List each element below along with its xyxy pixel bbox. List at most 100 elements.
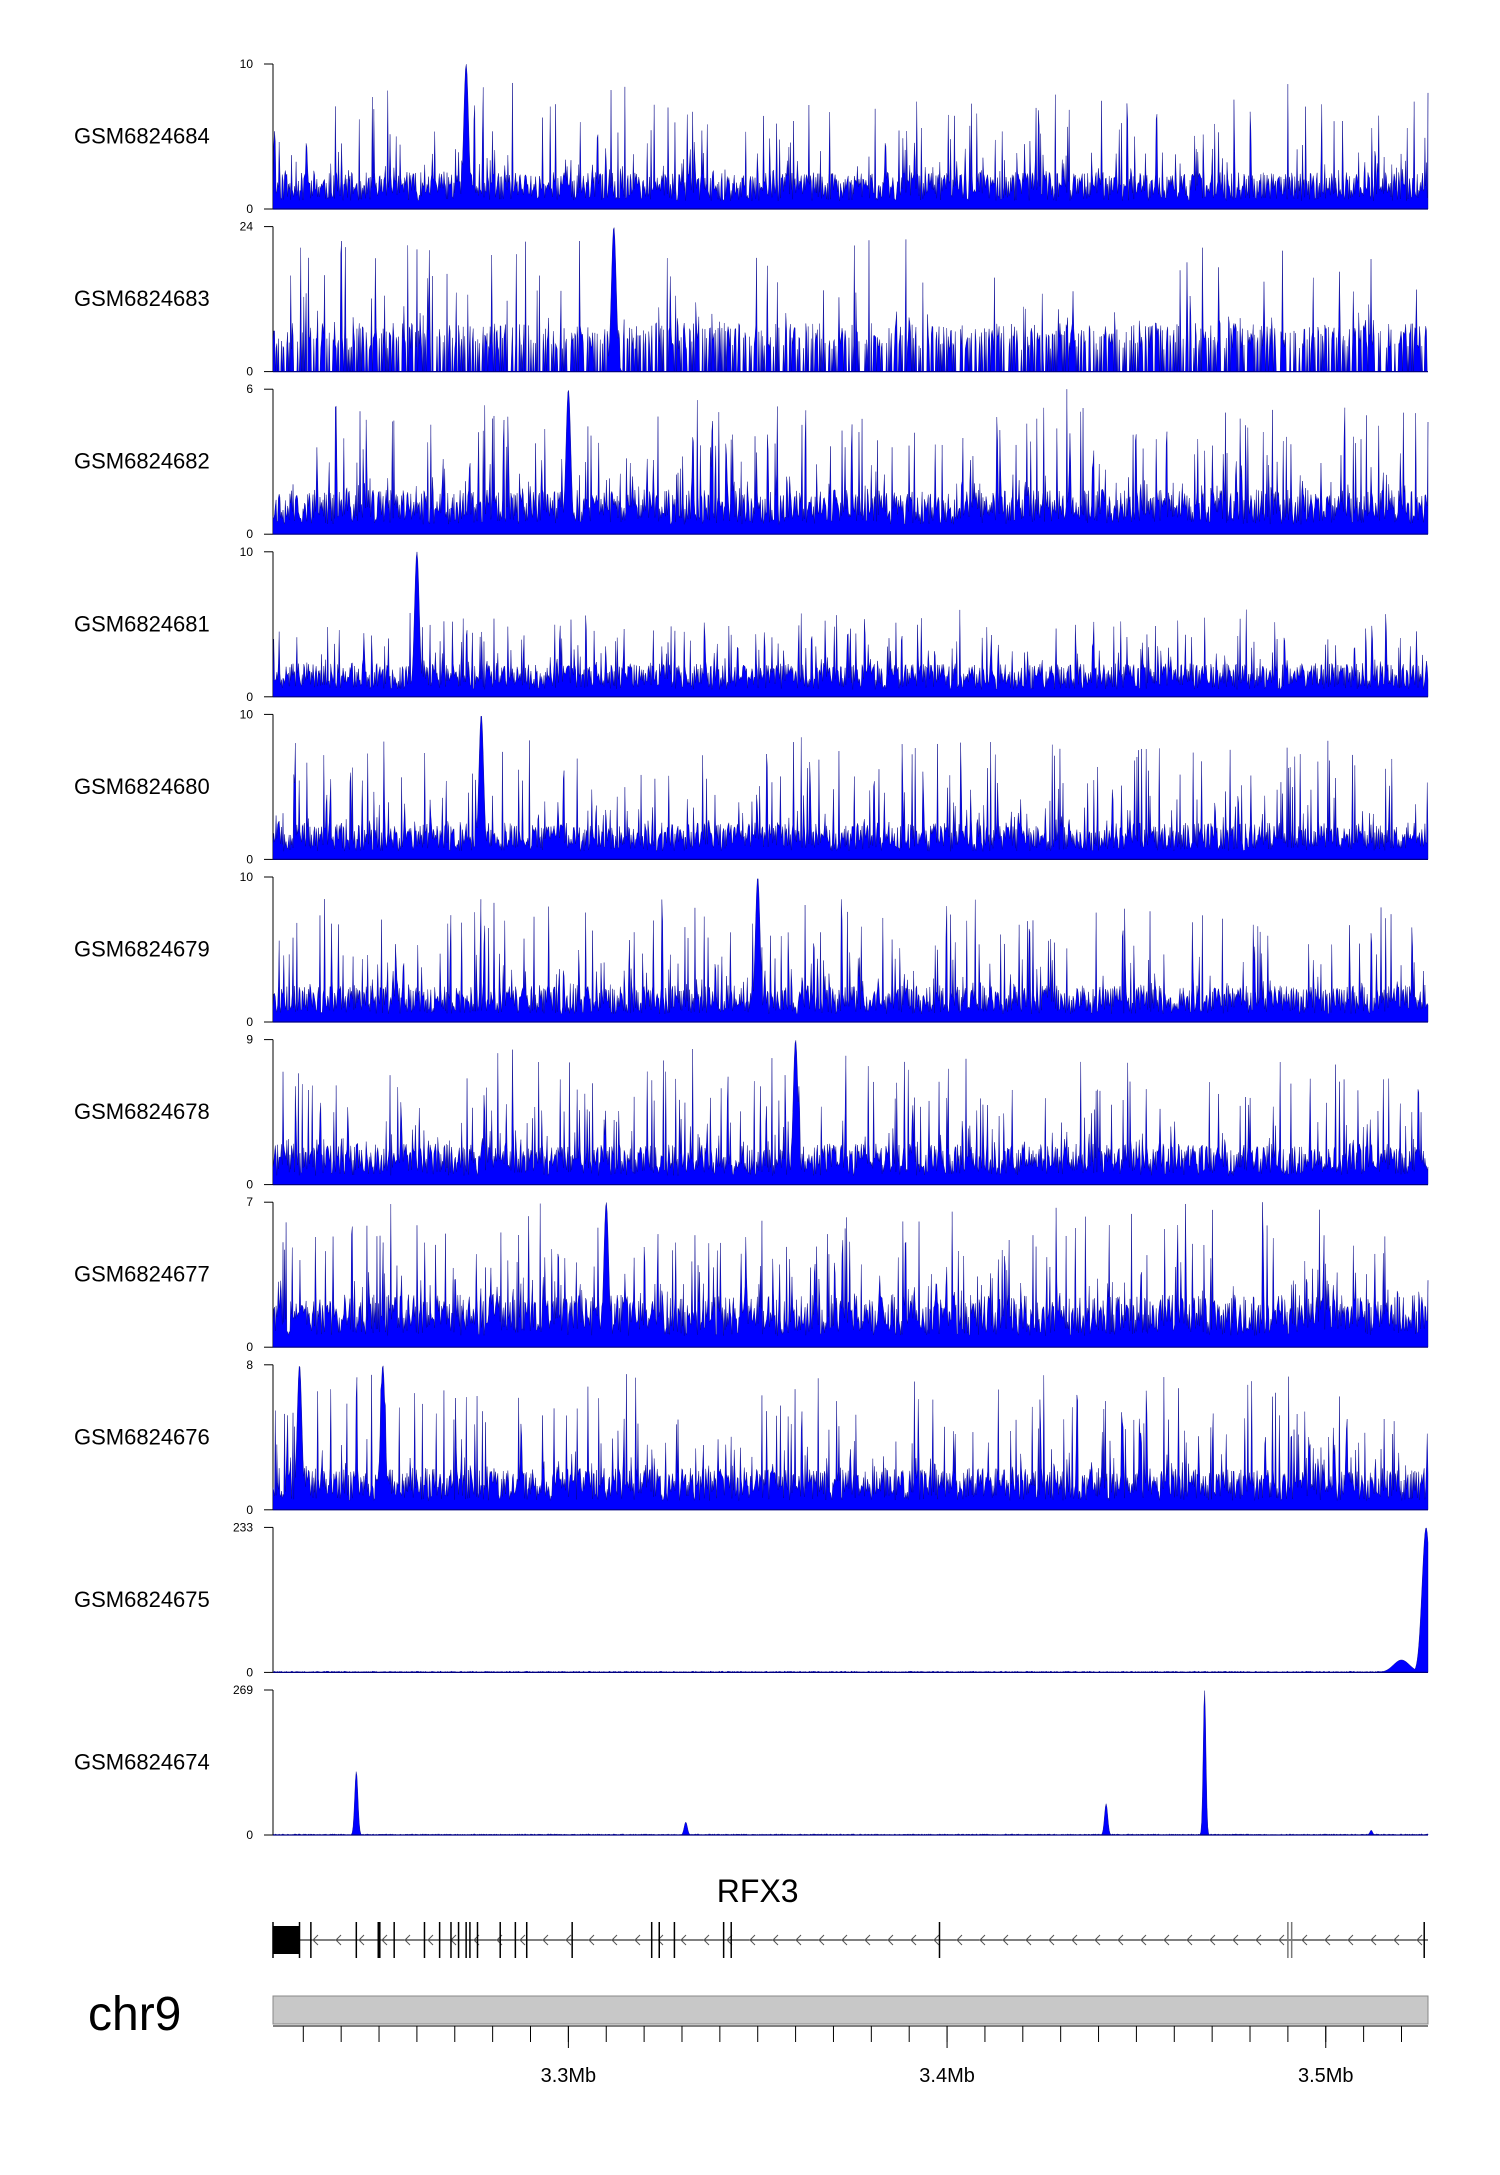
track-label: GSM6824678 (74, 1099, 210, 1124)
y-tick-label: 10 (240, 707, 254, 721)
strand-arrow (565, 1934, 572, 1946)
strand-arrow (703, 1934, 710, 1946)
track-label: GSM6824682 (74, 449, 210, 474)
track-label: GSM6824683 (74, 286, 210, 311)
strand-arrow (1094, 1934, 1101, 1946)
track-GSM6824682: GSM6824682 6 0 (74, 382, 1429, 541)
strand-arrow (542, 1934, 549, 1946)
strand-arrow (1255, 1934, 1262, 1946)
chromosome-label: chr9 (88, 1988, 181, 2041)
strand-arrow (404, 1934, 411, 1946)
coverage-tracks: GSM6824684100GSM6824683240GSM682468260GS… (74, 57, 1429, 1842)
strand-arrow (381, 1934, 388, 1946)
y-tick-label: 0 (246, 1665, 253, 1679)
exon-block (273, 1926, 300, 1954)
strand-arrow (1232, 1934, 1239, 1946)
y-tick-label: 0 (246, 202, 253, 216)
strand-arrow (818, 1934, 825, 1946)
track-GSM6824677: GSM6824677 7 0 (74, 1195, 1429, 1354)
track-label: GSM6824679 (74, 937, 210, 962)
coverage-area (272, 1040, 1429, 1185)
track-GSM6824676: GSM6824676 8 0 (74, 1358, 1429, 1517)
y-tick-label: 0 (246, 1503, 253, 1517)
y-tick-label: 10 (240, 545, 254, 559)
y-tick-label: 7 (246, 1195, 253, 1209)
y-tick-label: 0 (246, 365, 253, 379)
strand-arrow (634, 1934, 641, 1946)
strand-arrow (956, 1934, 963, 1946)
coverage-area (272, 1690, 1429, 1836)
track-GSM6824684: GSM6824684 10 0 (74, 57, 1429, 216)
track-label: GSM6824675 (74, 1587, 210, 1612)
strand-arrow (1071, 1934, 1078, 1946)
track-label: GSM6824680 (74, 774, 210, 799)
y-tick-label: 269 (233, 1683, 253, 1697)
track-GSM6824680: GSM6824680 10 0 (74, 707, 1429, 866)
y-tick-label: 0 (246, 1178, 253, 1192)
coverage-area (272, 551, 1429, 697)
strand-arrow (795, 1934, 802, 1946)
strand-arrow (1048, 1934, 1055, 1946)
track-GSM6824683: GSM6824683 24 0 (74, 220, 1428, 379)
y-tick-label: 233 (233, 1520, 253, 1534)
chromosome-bar (272, 1995, 1429, 2025)
track-label: GSM6824684 (74, 124, 210, 149)
y-tick-label: 10 (240, 57, 254, 71)
coverage-area (272, 64, 1429, 210)
x-tick-label: 3.5Mb (1298, 2065, 1354, 2087)
track-label: GSM6824676 (74, 1424, 210, 1449)
strand-arrow (749, 1934, 756, 1946)
strand-arrow (1209, 1934, 1216, 1946)
y-tick-label: 10 (240, 870, 254, 884)
x-tick-label: 3.3Mb (541, 2065, 597, 2087)
y-tick-label: 0 (246, 1828, 253, 1842)
strand-arrow (910, 1934, 917, 1946)
track-GSM6824674: GSM6824674 269 0 (74, 1683, 1429, 1842)
track-label: GSM6824681 (74, 611, 210, 636)
coverage-area (272, 1202, 1429, 1348)
y-tick-label: 9 (246, 1033, 253, 1047)
strand-arrow (611, 1934, 618, 1946)
track-GSM6824675: GSM6824675 233 0 (74, 1520, 1429, 1679)
strand-arrow (1002, 1934, 1009, 1946)
strand-arrow (427, 1934, 434, 1946)
strand-arrow (1025, 1934, 1032, 1946)
y-tick-label: 0 (246, 527, 253, 541)
y-tick-label: 0 (246, 690, 253, 704)
strand-arrow (1393, 1934, 1400, 1946)
y-tick-label: 6 (246, 382, 253, 396)
strand-arrow (1370, 1934, 1377, 1946)
coverage-area (272, 715, 1429, 860)
strand-arrow (772, 1934, 779, 1946)
y-tick-label: 0 (246, 852, 253, 866)
y-tick-label: 24 (240, 220, 254, 234)
strand-arrow (657, 1934, 664, 1946)
strand-arrow (1301, 1934, 1308, 1946)
strand-arrow (1278, 1934, 1285, 1946)
strand-arrow (588, 1934, 595, 1946)
strand-arrow (335, 1934, 342, 1946)
strand-arrow (1117, 1934, 1124, 1946)
coverage-area (272, 878, 1429, 1023)
track-label: GSM6824677 (74, 1262, 210, 1287)
strand-arrow (680, 1934, 687, 1946)
strand-arrow (979, 1934, 986, 1946)
coverage-area (272, 389, 1429, 535)
strand-arrow (519, 1934, 526, 1946)
gene-model-track: RFX3 (272, 1873, 1428, 1958)
strand-arrow (1186, 1934, 1193, 1946)
strand-arrow (933, 1934, 940, 1946)
strand-arrow (1140, 1934, 1147, 1946)
strand-arrow (1416, 1934, 1423, 1946)
y-tick-label: 0 (246, 1340, 253, 1354)
coverage-area (272, 1527, 1429, 1673)
chromosome-track: chr9 (88, 1988, 1429, 2041)
strand-arrow (312, 1934, 319, 1946)
x-tick-label: 3.4Mb (919, 2065, 975, 2087)
coverage-area (272, 227, 1428, 372)
y-tick-label: 0 (246, 1015, 253, 1029)
strand-arrow (864, 1934, 871, 1946)
track-GSM6824678: GSM6824678 9 0 (74, 1033, 1429, 1192)
